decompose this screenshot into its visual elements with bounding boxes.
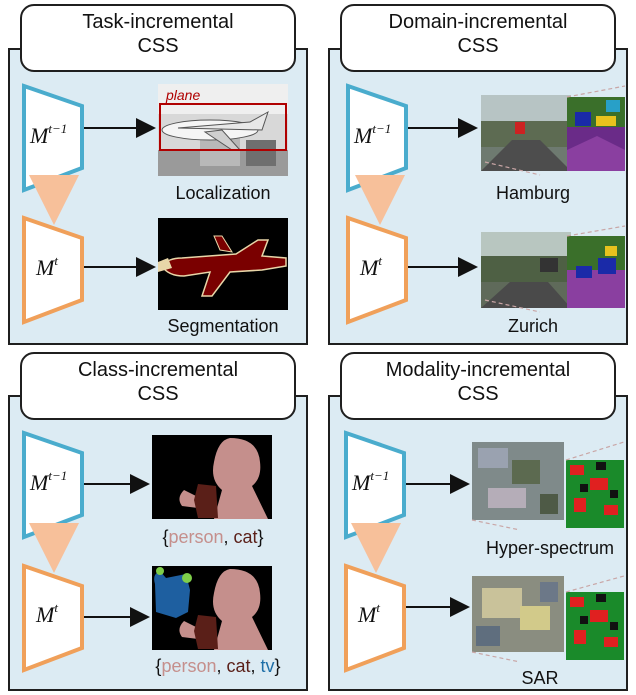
brace-close: } (274, 656, 281, 676)
modality-model-prev-label: Mt−1 (351, 468, 389, 495)
title-line2: CSS (137, 35, 179, 57)
domain-panel-graphics (346, 83, 626, 325)
dashed-connector (471, 519, 521, 531)
class-tv: tv (260, 656, 275, 676)
caption-segmentation: Segmentation (167, 316, 279, 336)
sar-image (472, 576, 564, 652)
caption-zurich: Zurich (507, 316, 558, 336)
hyperspectrum-segmentation (566, 460, 624, 528)
hamburg-segmentation (567, 97, 625, 171)
dashed-connector (471, 651, 521, 663)
segmentation-image (158, 218, 288, 310)
localization-image (158, 84, 288, 176)
domain-model-curr-label: Mt (359, 253, 382, 280)
caption-class-bottom: {person, cat, tv} (138, 656, 298, 677)
tv-mask (154, 571, 190, 618)
class-cat: cat (226, 656, 251, 676)
brace-close: } (257, 527, 264, 547)
dashed-connector (565, 441, 625, 461)
dashed-connector (484, 299, 541, 313)
plane-box-label: plane (165, 87, 200, 103)
model-prev-trapezoid (22, 430, 84, 540)
sar-segmentation (566, 592, 624, 660)
dashed-connector (565, 575, 625, 593)
separator: , (250, 656, 261, 676)
hyperspectrum-image (472, 442, 564, 520)
task-panel-graphics (22, 83, 288, 325)
zurich-image (481, 232, 571, 308)
caption-hamburg: Hamburg (495, 183, 571, 203)
class-mask-top (152, 435, 272, 519)
title-line2: CSS (137, 383, 179, 405)
caption-localization: Localization (175, 183, 271, 203)
class-mask-bottom (152, 566, 272, 650)
title-line1: Modality-incremental (385, 359, 571, 381)
domain-incremental-title: Domain-incremental CSS (340, 4, 616, 72)
title-line2: CSS (457, 383, 499, 405)
dashed-connector (566, 225, 626, 237)
model-prev-trapezoid (346, 83, 408, 193)
caption-class-top: {person, cat} (148, 527, 278, 548)
task-incremental-title: Task-incremental CSS (20, 4, 296, 72)
title-line2: CSS (457, 35, 499, 57)
modality-incremental-title: Modality-incremental CSS (340, 352, 616, 420)
modality-panel-graphics (344, 430, 625, 673)
class-incremental-title: Class-incremental CSS (20, 352, 296, 420)
model-curr-trapezoid (344, 563, 406, 673)
dashed-connector (484, 161, 541, 176)
class-person: person (161, 656, 217, 676)
caption-sar: SAR (521, 668, 559, 688)
dashed-connector (566, 85, 626, 98)
class-panel-graphics (22, 430, 272, 673)
task-model-prev-label: Mt−1 (29, 121, 67, 148)
domain-model-prev-label: Mt−1 (353, 121, 391, 148)
model-curr-trapezoid (22, 215, 84, 325)
model-prev-trapezoid (344, 430, 406, 540)
class-person: person (168, 527, 224, 547)
title-line1: Task-incremental (82, 11, 234, 33)
class-model-curr-label: Mt (35, 600, 58, 627)
hamburg-image (481, 95, 571, 171)
model-curr-trapezoid (346, 215, 408, 325)
model-curr-trapezoid (22, 563, 84, 673)
plane-bounding-box (159, 103, 287, 151)
title-line1: Class-incremental (77, 359, 239, 381)
modality-model-curr-label: Mt (357, 600, 380, 627)
brace-open: { (155, 656, 162, 676)
separator: , (216, 656, 227, 676)
title-line1: Domain-incremental (388, 11, 568, 33)
zurich-segmentation (567, 236, 625, 308)
brace-open: { (162, 527, 169, 547)
task-model-curr-label: Mt (35, 253, 58, 280)
class-model-prev-label: Mt−1 (29, 468, 67, 495)
separator: , (223, 527, 234, 547)
caption-hyper-spectrum: Hyper-spectrum (485, 538, 615, 558)
class-cat: cat (233, 527, 258, 547)
model-prev-trapezoid (22, 83, 84, 193)
